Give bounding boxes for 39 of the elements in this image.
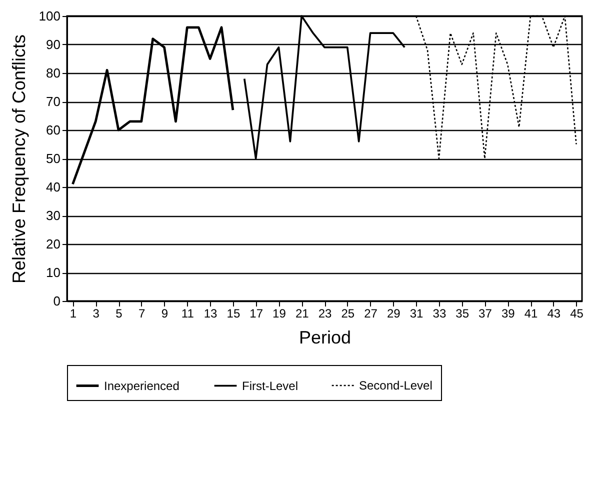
x-tick-label: 13 bbox=[204, 306, 218, 320]
y-tick-label: 0 bbox=[53, 294, 60, 308]
x-axis-title: Period bbox=[298, 328, 352, 348]
y-axis-title: Relative Frequency of Conflicts bbox=[8, 34, 29, 284]
x-tick-label: 15 bbox=[226, 306, 240, 320]
x-tick-label: 33 bbox=[432, 306, 446, 320]
x-tick-label: 5 bbox=[116, 306, 123, 320]
x-tick-label: 25 bbox=[341, 306, 355, 320]
y-tick-label: 90 bbox=[46, 37, 60, 52]
legend-label: Second-Level bbox=[359, 378, 432, 392]
x-tick-label: 41 bbox=[524, 306, 538, 320]
x-tick-label: 43 bbox=[547, 306, 561, 320]
x-tick-label: 37 bbox=[478, 306, 492, 320]
x-tick-label: 19 bbox=[272, 306, 286, 320]
x-tick-label: 35 bbox=[456, 306, 470, 320]
x-tick-label: 1 bbox=[70, 306, 77, 320]
legend-label: First-Level bbox=[242, 378, 298, 393]
y-tick-label: 10 bbox=[46, 265, 60, 280]
x-tick-label: 11 bbox=[181, 306, 194, 320]
x-tick-label: 39 bbox=[501, 306, 516, 320]
x-tick-label: 27 bbox=[364, 306, 378, 320]
x-tick-label: 9 bbox=[161, 306, 168, 320]
x-tick-label: 45 bbox=[570, 306, 584, 320]
x-tick-label: 23 bbox=[318, 306, 332, 320]
y-tick-label: 60 bbox=[46, 122, 60, 138]
y-tick-label: 80 bbox=[46, 66, 60, 80]
x-tick-label: 3 bbox=[92, 306, 100, 320]
y-tick-label: 30 bbox=[46, 208, 60, 223]
y-tick-label: 40 bbox=[46, 180, 60, 194]
x-tick-label: 21 bbox=[295, 306, 310, 320]
legend-label: Inexperienced bbox=[104, 378, 180, 393]
x-tick-label: 31 bbox=[410, 306, 424, 320]
x-tick-label: 29 bbox=[386, 306, 401, 320]
y-tick-label: 100 bbox=[38, 8, 60, 24]
x-tick-label: 17 bbox=[250, 306, 264, 320]
y-tick-label: 50 bbox=[46, 151, 60, 166]
y-tick-label: 70 bbox=[46, 94, 60, 109]
x-tick-label: 7 bbox=[138, 306, 146, 320]
y-tick-label: 20 bbox=[46, 236, 60, 252]
